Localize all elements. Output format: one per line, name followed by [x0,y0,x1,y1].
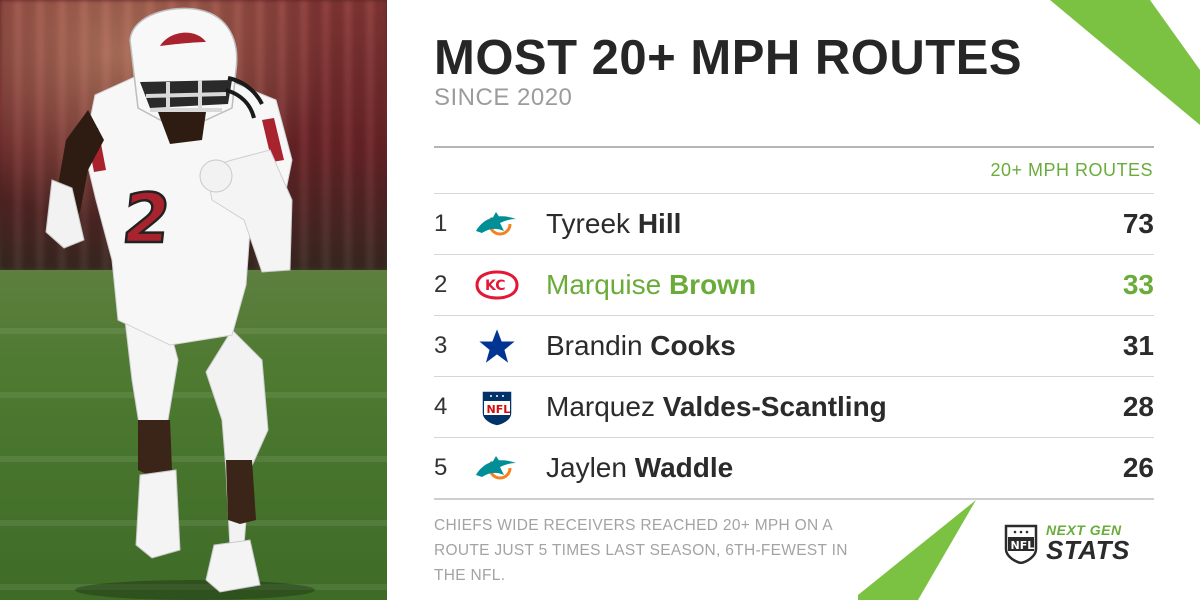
route-count: 26 [1122,452,1154,483]
rank-number: 3 [434,332,448,359]
player-photo: 2 [0,0,387,600]
table-row: 1 Tyreek Hill 73 [434,194,1154,255]
footnote-text: CHIEFS WIDE RECEIVERS REACHED 20+ MPH ON… [434,517,848,584]
jersey-number: 2 [119,180,175,259]
player-last-name: Valdes-Scantling [662,391,887,422]
route-count: 31 [1122,330,1154,361]
table-row: 3 Brandin Cooks 31 [434,316,1154,377]
football-player-illustration: 2 [45,7,315,600]
route-count: 33 [1122,269,1154,300]
svg-text:KC: KC [485,278,506,294]
rank-number: 4 [434,393,448,420]
player-name: Tyreek Hill [546,208,681,240]
rank-number: 1 [434,210,448,237]
player-last-name: Cooks [650,330,736,361]
player-first-name: Marquez [546,391,655,422]
svg-text:NFL: NFL [487,403,511,416]
player-first-name: Jaylen [546,452,627,483]
brand-line-1: NEXT GEN [1046,522,1122,538]
player-name: Marquez Valdes-Scantling [546,391,887,423]
player-name: Jaylen Waddle [546,452,733,484]
player-last-name: Waddle [634,452,734,483]
player-last-name: Hill [637,208,682,239]
nfl-shield-icon: NFL [1004,524,1038,564]
dolphins-logo-icon [474,202,520,246]
player-first-name: Marquise [546,269,662,300]
rank-number: 5 [434,454,448,481]
table-row: 4 NFL Marquez Valdes-Scantling 28 [434,377,1154,438]
column-header: 20+ MPH ROUTES [990,160,1153,180]
svg-text:NFL: NFL [1011,539,1035,552]
next-gen-stats-logo: NFL NEXT GEN STATS [1004,522,1130,564]
route-count: 73 [1122,208,1154,239]
table-row: 2 KC Marquise Brown 33 [434,255,1154,316]
table-row: 5 Jaylen Waddle 26 [434,438,1154,500]
page-subtitle: SINCE 2020 [434,84,573,111]
player-last-name: Brown [668,269,757,300]
player-name: Marquise Brown [546,269,756,301]
dolphins-logo-icon [474,446,520,490]
cowboys-star-icon [474,324,520,368]
chiefs-logo-icon: KC [474,263,520,307]
route-count: 28 [1122,391,1154,422]
page-title: MOST 20+ MPH ROUTES [434,31,1023,85]
green-corner-accent [1050,0,1200,125]
nfl-shield-icon: NFL [474,385,520,429]
player-first-name: Tyreek [546,208,631,239]
header-divider [434,193,1154,194]
rank-number: 2 [434,271,448,298]
player-name: Brandin Cooks [546,330,736,362]
player-first-name: Brandin [546,330,643,361]
title-divider [434,146,1154,148]
green-bottom-accent [858,500,976,600]
leaderboard-table: 1 Tyreek Hill 73 2 KC Marquise Brown 33 … [434,194,1154,500]
brand-line-2: STATS [1046,535,1130,565]
